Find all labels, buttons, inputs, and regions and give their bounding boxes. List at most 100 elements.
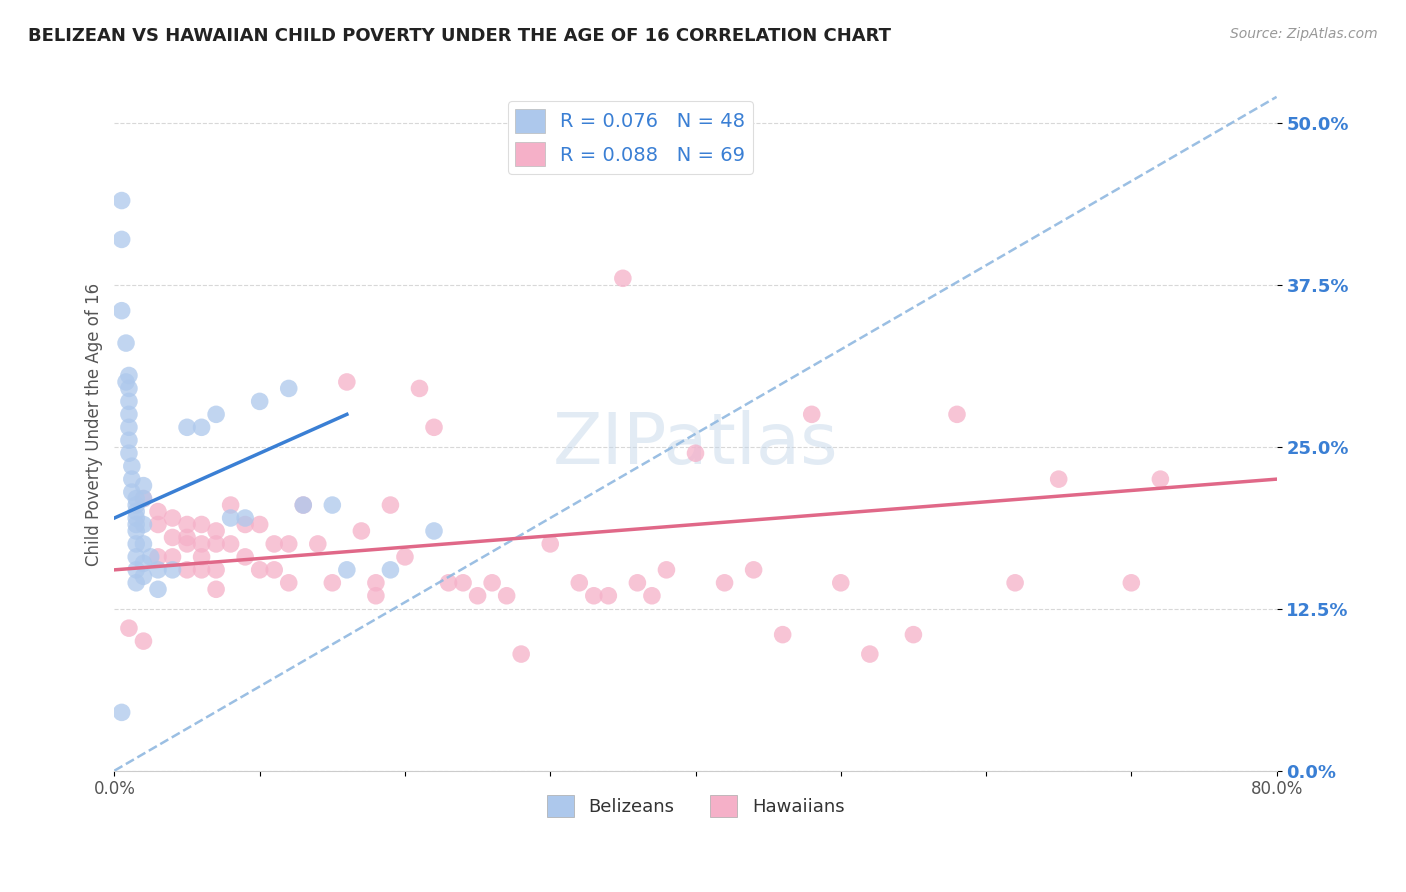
- Point: [118, 621, 141, 635]
- Point: [125, 491, 148, 506]
- Legend: Belizeans, Hawaiians: Belizeans, Hawaiians: [540, 788, 852, 824]
- Point: [176, 531, 198, 545]
- Point: [859, 647, 882, 661]
- Point: [321, 575, 343, 590]
- Point: [467, 589, 489, 603]
- Point: [538, 537, 561, 551]
- Point: [219, 498, 242, 512]
- Point: [582, 589, 605, 603]
- Point: [903, 627, 925, 641]
- Point: [115, 336, 138, 351]
- Point: [118, 408, 141, 422]
- Point: [132, 517, 155, 532]
- Point: [125, 563, 148, 577]
- Point: [146, 582, 169, 597]
- Point: [125, 524, 148, 538]
- Point: [408, 381, 430, 395]
- Text: ZIPatlas: ZIPatlas: [553, 410, 838, 479]
- Point: [307, 537, 329, 551]
- Point: [292, 498, 315, 512]
- Point: [451, 575, 474, 590]
- Point: [249, 517, 271, 532]
- Point: [249, 563, 271, 577]
- Point: [162, 549, 184, 564]
- Point: [115, 375, 138, 389]
- Point: [162, 511, 184, 525]
- Point: [146, 517, 169, 532]
- Point: [132, 491, 155, 506]
- Point: [125, 517, 148, 532]
- Point: [481, 575, 503, 590]
- Point: [146, 563, 169, 577]
- Text: Source: ZipAtlas.com: Source: ZipAtlas.com: [1230, 27, 1378, 41]
- Point: [176, 420, 198, 434]
- Point: [946, 408, 969, 422]
- Point: [118, 434, 141, 448]
- Point: [233, 549, 256, 564]
- Point: [800, 408, 823, 422]
- Point: [1149, 472, 1171, 486]
- Point: [111, 232, 134, 246]
- Point: [205, 563, 228, 577]
- Point: [146, 504, 169, 518]
- Point: [205, 408, 228, 422]
- Point: [125, 537, 148, 551]
- Y-axis label: Child Poverty Under the Age of 16: Child Poverty Under the Age of 16: [86, 283, 103, 566]
- Point: [598, 589, 620, 603]
- Point: [510, 647, 533, 661]
- Point: [125, 575, 148, 590]
- Point: [249, 394, 271, 409]
- Point: [111, 706, 134, 720]
- Point: [190, 549, 212, 564]
- Point: [655, 563, 678, 577]
- Point: [132, 537, 155, 551]
- Point: [205, 582, 228, 597]
- Point: [176, 517, 198, 532]
- Point: [190, 517, 212, 532]
- Point: [277, 575, 299, 590]
- Point: [111, 303, 134, 318]
- Point: [364, 575, 387, 590]
- Point: [190, 563, 212, 577]
- Point: [742, 563, 765, 577]
- Point: [380, 498, 402, 512]
- Point: [336, 375, 359, 389]
- Point: [219, 511, 242, 525]
- Point: [233, 511, 256, 525]
- Point: [437, 575, 460, 590]
- Point: [146, 549, 169, 564]
- Point: [321, 498, 343, 512]
- Point: [176, 563, 198, 577]
- Point: [125, 498, 148, 512]
- Point: [277, 381, 299, 395]
- Point: [263, 537, 285, 551]
- Point: [132, 478, 155, 492]
- Point: [641, 589, 664, 603]
- Point: [162, 563, 184, 577]
- Point: [118, 368, 141, 383]
- Point: [364, 589, 387, 603]
- Text: BELIZEAN VS HAWAIIAN CHILD POVERTY UNDER THE AGE OF 16 CORRELATION CHART: BELIZEAN VS HAWAIIAN CHILD POVERTY UNDER…: [28, 27, 891, 45]
- Point: [132, 569, 155, 583]
- Point: [612, 271, 634, 285]
- Point: [423, 524, 446, 538]
- Point: [118, 420, 141, 434]
- Point: [336, 563, 359, 577]
- Point: [132, 634, 155, 648]
- Point: [118, 446, 141, 460]
- Point: [162, 531, 184, 545]
- Point: [380, 563, 402, 577]
- Point: [423, 420, 446, 434]
- Point: [121, 485, 143, 500]
- Point: [139, 549, 162, 564]
- Point: [1121, 575, 1143, 590]
- Point: [132, 491, 155, 506]
- Point: [219, 537, 242, 551]
- Point: [125, 504, 148, 518]
- Point: [830, 575, 852, 590]
- Point: [118, 381, 141, 395]
- Point: [205, 524, 228, 538]
- Point: [205, 537, 228, 551]
- Point: [292, 498, 315, 512]
- Point: [350, 524, 373, 538]
